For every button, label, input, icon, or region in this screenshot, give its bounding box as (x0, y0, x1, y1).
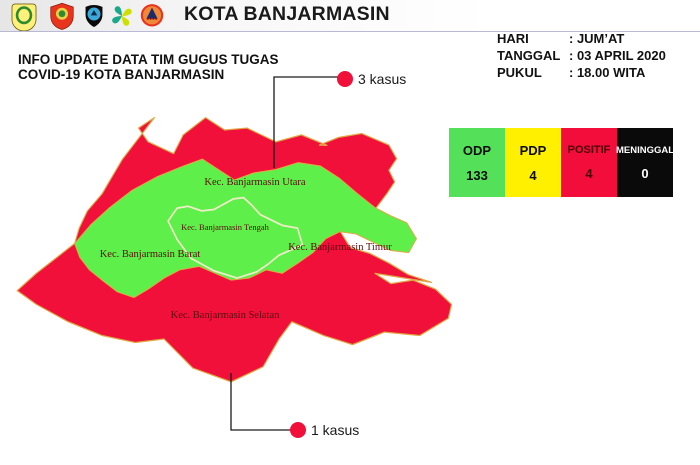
svg-text:Kec. Banjarmasin Selatan: Kec. Banjarmasin Selatan (171, 310, 281, 321)
svg-text:Kec. Banjarmasin Timur: Kec. Banjarmasin Timur (288, 242, 392, 253)
svg-text:Kec. Banjarmasin Utara: Kec. Banjarmasin Utara (204, 177, 306, 188)
svg-text:Kec. Banjarmasin Tengah: Kec. Banjarmasin Tengah (181, 222, 270, 232)
svg-text:Kec. Banjarmasin Barat: Kec. Banjarmasin Barat (100, 249, 201, 260)
